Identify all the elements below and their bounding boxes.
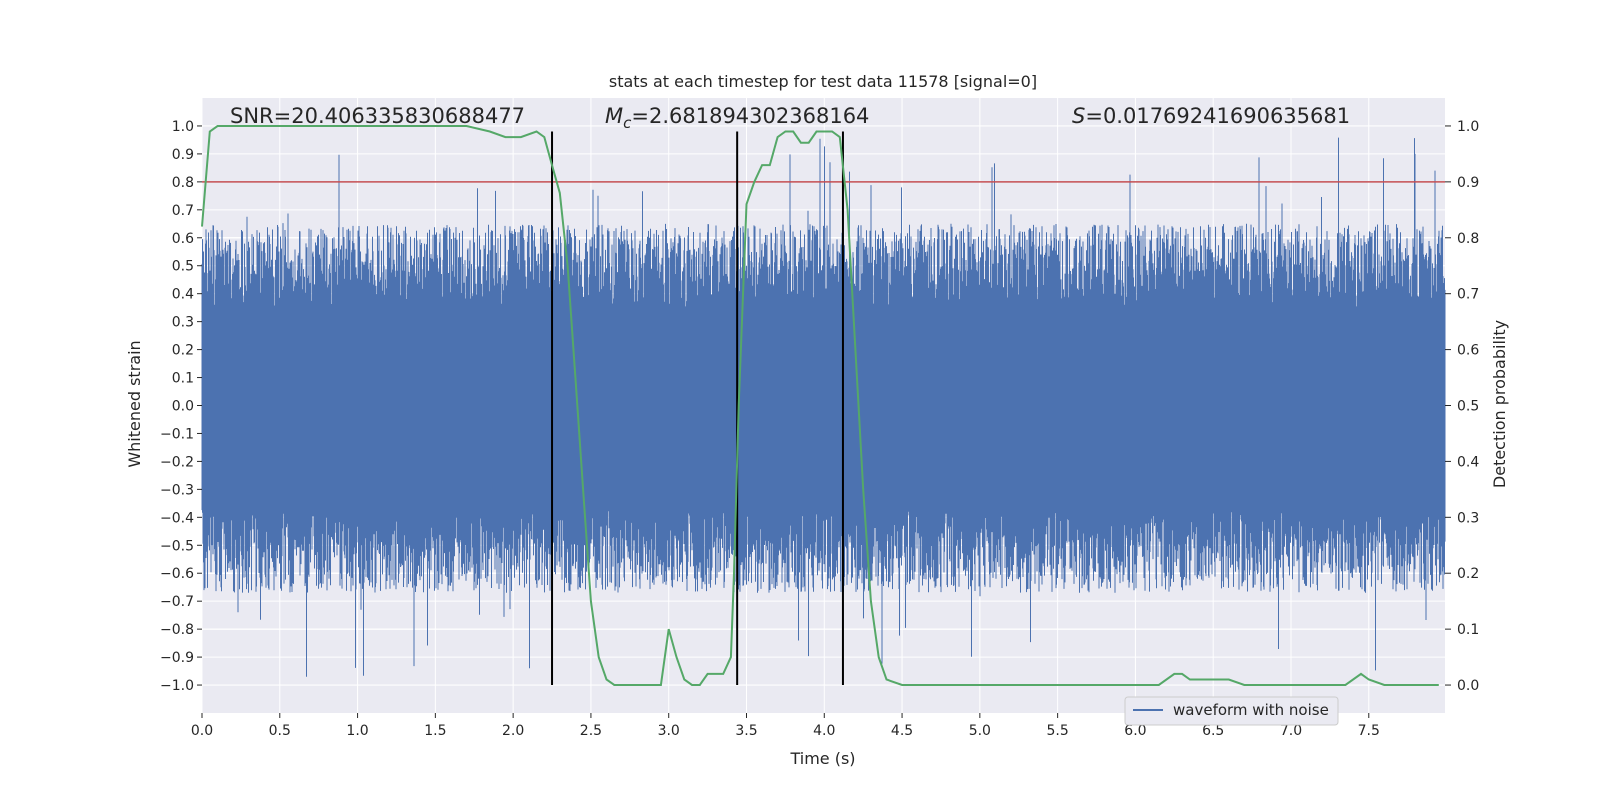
y2-tick-label: 0.1 bbox=[1457, 622, 1479, 638]
y-tick-label: 0.8 bbox=[172, 175, 194, 191]
y-tick-label: −0.9 bbox=[160, 650, 194, 666]
x-tick-label: 4.5 bbox=[891, 723, 913, 739]
legend: waveform with noise bbox=[1124, 696, 1339, 726]
mc-symbol: M bbox=[605, 104, 623, 128]
y2-tick-label: 0.0 bbox=[1457, 678, 1479, 694]
x-axis-label: Time (s) bbox=[789, 749, 855, 768]
mc-value: =2.681894302368164 bbox=[631, 104, 869, 128]
x-tick-label: 4.0 bbox=[813, 723, 835, 739]
y-tick-label: −0.1 bbox=[160, 426, 194, 442]
y-tick-label: −0.8 bbox=[160, 622, 194, 638]
y2-tick-label: 0.4 bbox=[1457, 454, 1479, 470]
y-tick-label: −0.6 bbox=[160, 566, 194, 582]
mc-annotation: Mc=2.681894302368164 bbox=[605, 104, 869, 132]
y-axis-label: Whitened strain bbox=[125, 340, 144, 467]
y-tick-label: 0.9 bbox=[172, 147, 194, 163]
y2-tick-label: 0.8 bbox=[1457, 231, 1479, 247]
y-tick-labels: 1.0 0.9 0.8 0.7 0.6 0.5 0.4 0.3 0.2 0.1 0.0 −0.1 −0.… bbox=[160, 119, 202, 694]
y-tick-label: 0.7 bbox=[172, 203, 194, 219]
chart-title: stats at each timestep for test data 115… bbox=[609, 72, 1037, 91]
y2-tick-label: 0.2 bbox=[1457, 566, 1479, 582]
waveform-trace bbox=[201, 137, 1446, 677]
y-tick-label: 0.6 bbox=[172, 231, 194, 247]
y-tick-label: 0.5 bbox=[172, 259, 194, 275]
x-tick-label: 1.0 bbox=[346, 723, 368, 739]
y-tick-label: 1.0 bbox=[172, 119, 194, 135]
y-tick-label: −0.3 bbox=[160, 482, 194, 498]
y-tick-label: 0.2 bbox=[172, 343, 194, 359]
x-tick-label: 2.5 bbox=[580, 723, 602, 739]
y2-tick-label: 1.0 bbox=[1457, 119, 1479, 135]
y2-tick-label: 0.5 bbox=[1457, 399, 1479, 415]
y2-tick-labels: 1.0 0.9 0.8 0.7 0.6 0.5 0.4 0.3 0.2 0.1 0.0 bbox=[1445, 119, 1479, 694]
y-tick-label: −0.5 bbox=[160, 538, 194, 554]
legend-box bbox=[1124, 696, 1339, 726]
x-tick-label: 0.5 bbox=[269, 723, 291, 739]
y2-tick-label: 0.7 bbox=[1457, 287, 1479, 303]
y-tick-label: 0.4 bbox=[172, 287, 194, 303]
x-tick-label: 6.5 bbox=[1202, 723, 1224, 739]
y2-tick-label: 0.3 bbox=[1457, 510, 1479, 526]
y-tick-label: −0.4 bbox=[160, 510, 194, 526]
y2-tick-label: 0.9 bbox=[1457, 175, 1479, 191]
y-tick-label: −0.2 bbox=[160, 454, 194, 470]
s-symbol: S bbox=[1072, 104, 1085, 128]
s-value: =0.01769241690635681 bbox=[1085, 104, 1350, 128]
x-tick-label: 0.0 bbox=[191, 723, 213, 739]
detection-probability-line bbox=[201, 125, 1439, 686]
y-tick-label: 0.1 bbox=[172, 371, 194, 387]
x-tick-label: 7.5 bbox=[1358, 723, 1380, 739]
y-tick-label: 0.0 bbox=[172, 399, 194, 415]
x-tick-label: 6.0 bbox=[1124, 723, 1146, 739]
y-tick-label: −1.0 bbox=[160, 678, 194, 694]
y2-axis-label: Detection probability bbox=[1490, 320, 1509, 488]
y-tick-label: −0.7 bbox=[160, 594, 194, 610]
x-tick-label: 2.0 bbox=[502, 723, 524, 739]
x-tick-label: 7.0 bbox=[1280, 723, 1302, 739]
y2-tick-label: 0.6 bbox=[1457, 343, 1479, 359]
x-tick-label: 1.5 bbox=[424, 723, 446, 739]
x-tick-label: 3.0 bbox=[658, 723, 680, 739]
s-annotation: S=0.01769241690635681 bbox=[1072, 104, 1350, 128]
mc-subscript: c bbox=[623, 114, 632, 132]
x-tick-label: 5.0 bbox=[969, 723, 991, 739]
x-tick-label: 5.5 bbox=[1046, 723, 1068, 739]
x-tick-label: 3.5 bbox=[735, 723, 757, 739]
snr-annotation: SNR=20.406335830688477 bbox=[230, 104, 525, 128]
vertical-markers bbox=[551, 131, 844, 686]
legend-label: waveform with noise bbox=[1173, 701, 1329, 719]
x-tick-labels: 0.0 0.5 1.0 1.5 2.0 2.5 3.0 3.5 4.0 4.5 5.0 5.5 6.0 6… bbox=[191, 713, 1380, 739]
y-tick-label: 0.3 bbox=[172, 315, 194, 331]
waveform-series bbox=[201, 137, 1446, 677]
